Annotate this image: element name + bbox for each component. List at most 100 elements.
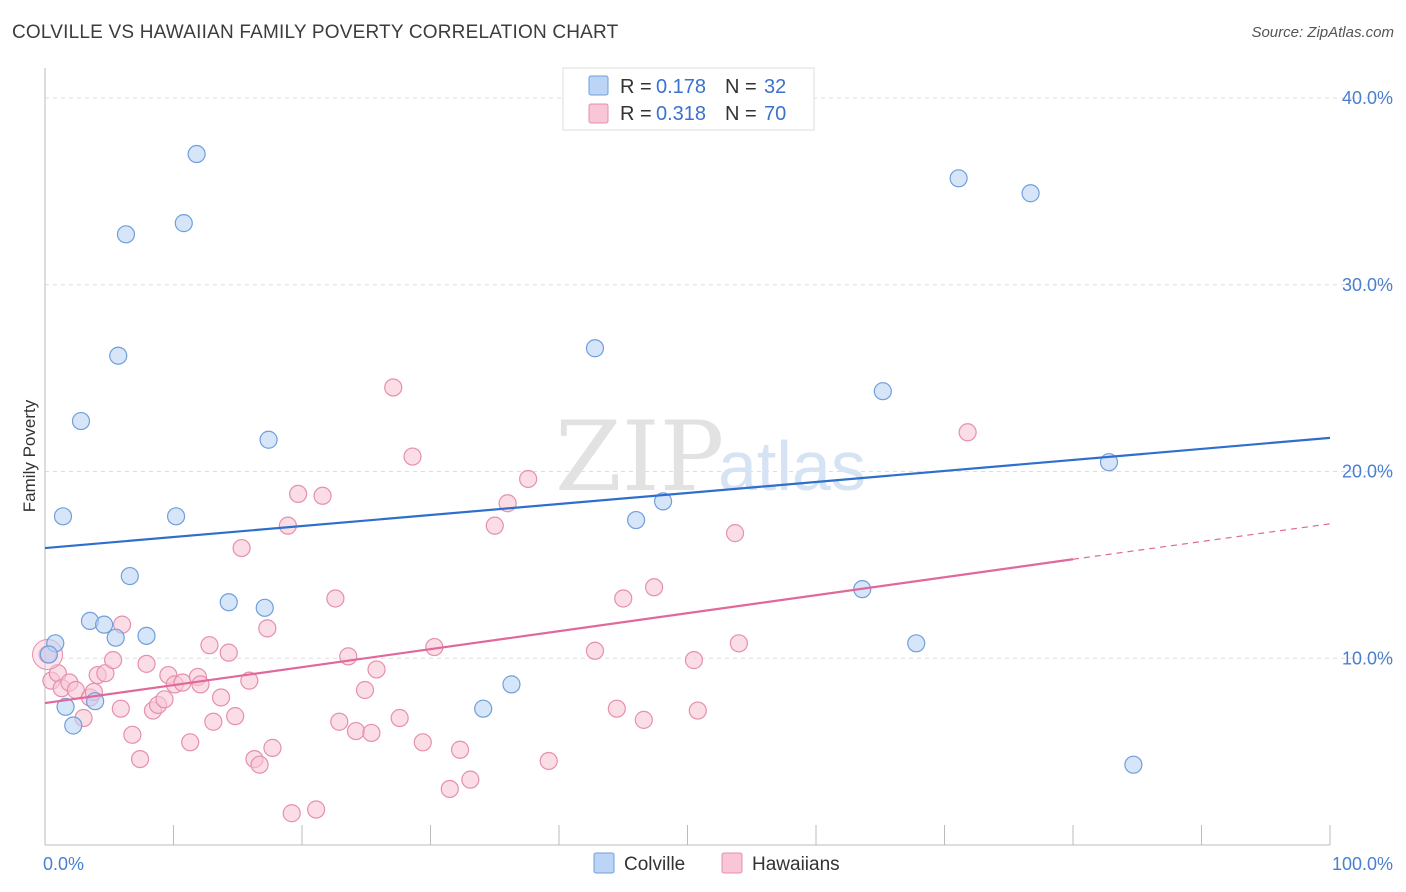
hawaiians-point — [155, 690, 174, 709]
legend-r-value-hawaiians: 0.318 — [656, 103, 706, 125]
legend-n-value-hawaiians: 70 — [764, 103, 786, 125]
colville-point — [1021, 184, 1040, 203]
hawaiians-point — [330, 712, 349, 731]
hawaiians-point — [346, 721, 366, 741]
colville-point — [873, 382, 892, 401]
hawaiians-point — [585, 641, 605, 660]
colville-point — [137, 626, 156, 645]
legend-r-label-hawaiians: R = — [620, 103, 652, 125]
hawaiians-point — [450, 740, 470, 759]
axes — [44, 68, 1331, 846]
legend: R = 0.178 N = 32 R = 0.318 N = 70 — [562, 67, 815, 131]
hawaiians-trend-line — [44, 558, 1074, 705]
hawaiians-point — [191, 675, 210, 694]
y-tick-label: 10.0% — [1342, 648, 1393, 668]
colville-point — [56, 697, 75, 716]
watermark-atlas: atlas — [718, 427, 866, 505]
hawaiians-point — [130, 749, 150, 769]
hawaiians-point — [644, 578, 664, 597]
hawaiians-point — [355, 680, 375, 700]
colville-point — [907, 634, 926, 653]
hawaiians-point — [258, 619, 277, 638]
y-tick-label: 30.0% — [1342, 275, 1393, 295]
colville-point — [585, 339, 605, 358]
x-tick-labels: 0.0% 100.0% — [43, 854, 1393, 874]
hawaiians-point — [461, 770, 480, 789]
hawaiians-point — [384, 378, 403, 397]
hawaiians-point — [413, 733, 432, 752]
hawaiians-point — [123, 725, 142, 744]
hawaiians-point — [181, 733, 200, 752]
y-axis-label: Family Poverty — [20, 399, 39, 512]
bottom-legend-swatch-hawaiians — [721, 852, 743, 874]
x-tick-label: 0.0% — [43, 854, 84, 874]
colville-points — [39, 144, 1143, 774]
hawaiians-point — [263, 738, 282, 757]
hawaiians-point — [539, 751, 558, 771]
hawaiians-point — [519, 469, 538, 489]
hawaiians-point — [289, 484, 308, 504]
legend-swatch-colville — [588, 75, 609, 96]
colville-point — [259, 430, 278, 449]
hawaiians-point — [362, 723, 381, 743]
colville-point — [106, 628, 125, 647]
colville-point — [219, 593, 238, 612]
colville-point — [626, 510, 646, 530]
colville-point — [109, 346, 128, 365]
colville-point — [174, 214, 193, 233]
hawaiians-point — [729, 634, 749, 653]
legend-n-label-hawaiians: N = — [725, 103, 757, 125]
hawaiians-point — [211, 688, 231, 707]
colville-trend-line — [44, 436, 1331, 550]
hawaiians-point — [614, 589, 633, 608]
hawaiians-trend-extension — [1072, 523, 1331, 560]
hawaiians-point — [684, 651, 704, 670]
y-tick-labels: 10.0% 20.0% 30.0% 40.0% — [1342, 88, 1393, 668]
hawaiians-point — [403, 447, 422, 466]
colville-point — [166, 507, 186, 526]
colville-point — [255, 598, 274, 617]
y-tick-label: 40.0% — [1342, 88, 1393, 108]
hawaiians-point — [634, 710, 653, 729]
colville-point — [949, 169, 968, 188]
colville-point — [53, 507, 73, 526]
hawaiians-point — [390, 708, 409, 728]
colville-point — [502, 675, 521, 694]
colville-point — [64, 716, 83, 735]
bottom-legend-label-hawaiians: Hawaiians — [752, 854, 840, 875]
colville-point — [187, 144, 206, 164]
legend-n-label-colville: N = — [725, 76, 757, 98]
legend-n-value-colville: 32 — [764, 76, 786, 98]
chart-title: COLVILLE VS HAWAIIAN FAMILY POVERTY CORR… — [12, 22, 619, 43]
colville-point — [474, 699, 493, 718]
colville-point — [120, 566, 139, 586]
hawaiians-point — [725, 524, 745, 543]
hawaiians-point — [111, 699, 130, 718]
colville-point — [1124, 755, 1143, 774]
hawaiians-point — [104, 651, 123, 670]
hawaiians-point — [219, 643, 238, 662]
bottom-legend-swatch-colville — [593, 852, 615, 874]
hawaiians-point — [200, 636, 219, 655]
hawaiians-points — [32, 378, 977, 823]
hawaiians-point — [958, 423, 977, 442]
watermark: ZIP atlas — [555, 401, 866, 513]
hawaiians-point — [313, 486, 332, 505]
hawaiians-point — [282, 804, 301, 823]
legend-r-label-colville: R = — [620, 76, 652, 98]
trend-lines — [44, 436, 1331, 705]
hawaiians-point — [367, 660, 386, 679]
hawaiians-point — [232, 538, 251, 558]
hawaiians-point — [204, 712, 223, 731]
hawaiians-point — [485, 516, 504, 535]
colville-point — [39, 645, 58, 664]
bottom-legend: Colville Hawaiians — [593, 852, 840, 875]
colville-point — [71, 411, 91, 431]
source-label: Source: ZipAtlas.com — [1251, 24, 1394, 41]
y-tick-label: 20.0% — [1342, 462, 1393, 482]
hawaiians-point — [307, 800, 326, 819]
legend-swatch-hawaiians — [588, 103, 609, 124]
hawaiians-point — [240, 671, 259, 690]
legend-r-value-colville: 0.178 — [656, 76, 706, 98]
